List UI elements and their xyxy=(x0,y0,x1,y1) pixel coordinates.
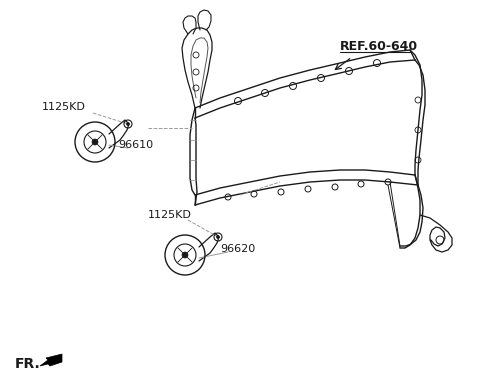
Circle shape xyxy=(182,252,188,258)
Text: FR.: FR. xyxy=(15,357,41,371)
Text: 96620: 96620 xyxy=(220,244,255,254)
Text: 1125KD: 1125KD xyxy=(42,102,86,112)
Text: 96610: 96610 xyxy=(118,140,153,150)
Circle shape xyxy=(92,139,98,145)
Text: 1125KD: 1125KD xyxy=(148,210,192,220)
Circle shape xyxy=(216,236,219,238)
Circle shape xyxy=(127,123,130,125)
Text: REF.60-640: REF.60-640 xyxy=(340,40,418,53)
Polygon shape xyxy=(40,354,62,366)
